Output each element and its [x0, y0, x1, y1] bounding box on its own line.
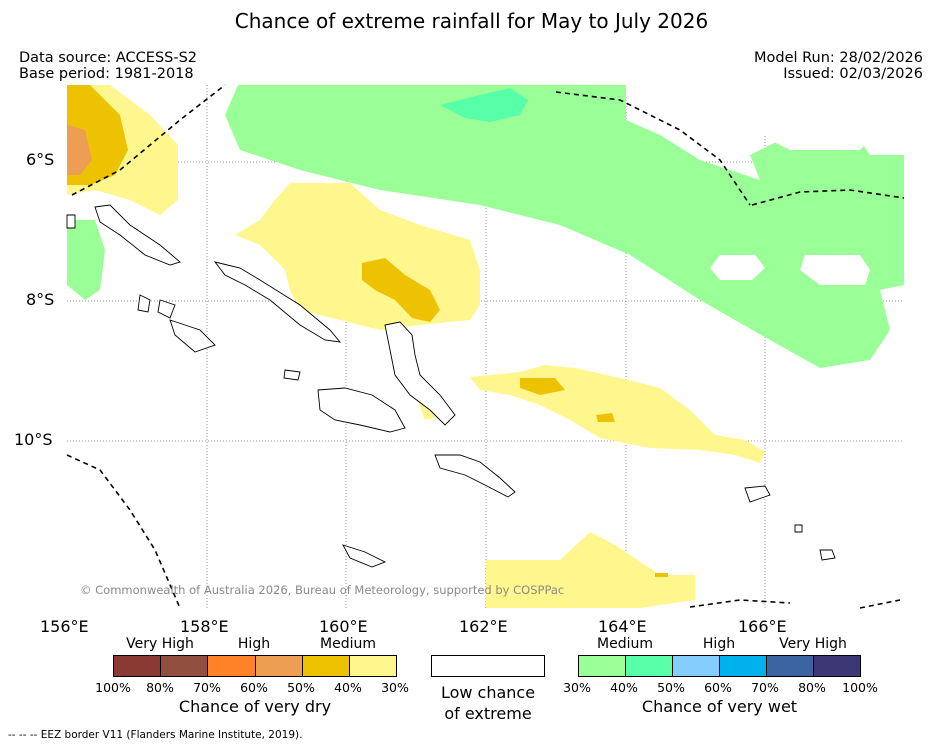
data-source-block: Data source: ACCESS-S2 Base period: 1981… [19, 50, 197, 82]
legend-dry-swatch [255, 656, 303, 676]
legend-wet-tick: 70% [751, 680, 779, 695]
model-run: Model Run: 28/02/2026 [753, 50, 923, 66]
legend-dry-tick: 40% [334, 680, 362, 695]
wet-white-holes [626, 85, 904, 285]
lon-label-160e: 160°E [319, 617, 368, 636]
legend-dry-swatch [349, 656, 397, 676]
legend-wet-swatch [673, 656, 720, 676]
legend-dry-swatch [208, 656, 256, 676]
wet-medium-high-region [440, 88, 528, 122]
legend-dry-swatch [302, 656, 350, 676]
eez-footnote: -- -- -- EEZ border V11 (Flanders Marine… [8, 729, 303, 741]
lon-label-164e: 164°E [598, 617, 647, 636]
legend-dry-swatch [161, 656, 209, 676]
model-run-block: Model Run: 28/02/2026 Issued: 02/03/2026 [754, 50, 923, 82]
legend-neutral-swatch [431, 655, 545, 677]
legend-dry-tick: 100% [95, 680, 131, 695]
eez-borders [66, 84, 905, 609]
base-period: Base period: 1981-2018 [19, 66, 194, 82]
legend-wet-tick: 40% [610, 680, 638, 695]
legend-dry-cat-high: High [237, 636, 271, 652]
lon-label-162e: 162°E [459, 617, 508, 636]
legend-wet-cat-very-high: Very High [779, 636, 847, 652]
data-source: Data source: ACCESS-S2 [19, 50, 198, 66]
legend-dry-tick: 80% [146, 680, 174, 695]
lat-label-6s: 6°S [26, 150, 55, 169]
legend-wet-tick: 80% [798, 680, 826, 695]
lat-label-10s: 10°S [14, 430, 53, 449]
legend-neutral-caption-line1: Low chance [440, 683, 536, 702]
legend-wet-swatch [720, 656, 767, 676]
legend-dry-caption: Chance of very dry [178, 697, 332, 716]
legend-wet-cat-medium: Medium [597, 636, 653, 652]
dry-60-region [67, 125, 92, 175]
issued-date: Issued: 02/03/2026 [783, 66, 923, 82]
island-coastlines [66, 204, 836, 568]
legend-wet-tick: 30% [563, 680, 591, 695]
legend-dry-cat-very-high: Very High [126, 636, 194, 652]
legend-wet-tick: 60% [704, 680, 732, 695]
legend-dry-tick: 50% [287, 680, 315, 695]
lon-label-158e: 158°E [180, 617, 229, 636]
legend-wet-swatch [626, 656, 673, 676]
legend-wet-colorbar [578, 655, 861, 677]
lon-label-166e: 166°E [738, 617, 787, 636]
legend-neutral-caption-line2: of extreme [444, 704, 532, 723]
legend-wet-cat-high: High [702, 636, 736, 652]
legend-dry-tick: 60% [240, 680, 268, 695]
legend-dry-tick: 70% [193, 680, 221, 695]
legend-dry-swatch [114, 656, 162, 676]
map-title: Chance of extreme rainfall for May to Ju… [234, 9, 709, 33]
legend-wet-tick: 50% [657, 680, 685, 695]
lat-label-8s: 8°S [26, 290, 55, 309]
wet-medium-regions [67, 85, 904, 368]
legend-dry-tick: 30% [381, 680, 409, 695]
legend-dry-cat-medium: Medium [320, 636, 376, 652]
copyright-notice: © Commonwealth of Australia 2026, Bureau… [80, 583, 565, 597]
legend-dry-colorbar [113, 655, 397, 677]
legend-wet-swatch [814, 656, 860, 676]
legend-wet-caption: Chance of very wet [641, 697, 798, 716]
legend-wet-swatch [767, 656, 814, 676]
lon-label-156e: 156°E [40, 617, 89, 636]
legend-wet-tick: 100% [842, 680, 878, 695]
legend-wet-swatch [579, 656, 626, 676]
